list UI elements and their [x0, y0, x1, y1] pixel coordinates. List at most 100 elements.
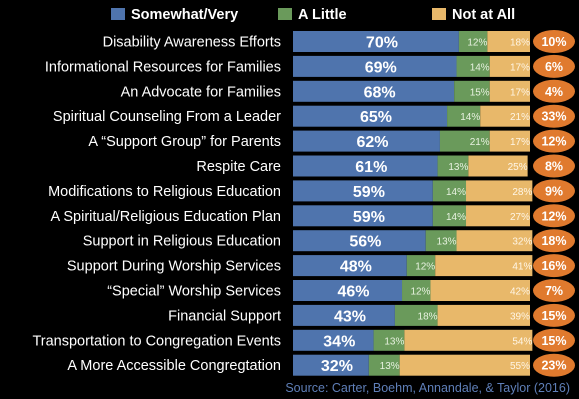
category-label: Disability Awareness Efforts — [103, 35, 281, 51]
data-label-secondary: 14% — [446, 212, 466, 223]
extra-value-label: 12% — [541, 209, 566, 223]
data-label-secondary: 12% — [410, 287, 430, 298]
extra-value-oval — [533, 303, 575, 327]
extra-value-label: 16% — [541, 259, 566, 273]
data-label-primary: 34% — [323, 333, 355, 350]
extra-value-oval — [533, 179, 575, 203]
data-label-secondary: 13% — [448, 162, 468, 173]
bar-segment-0 — [293, 230, 426, 252]
category-label: Transportation to Congregation Events — [32, 333, 281, 349]
bar-segment-0 — [293, 80, 455, 102]
bar-segment-2 — [489, 130, 530, 152]
data-label-secondary: 32% — [512, 237, 532, 248]
extra-value-label: 12% — [541, 135, 566, 149]
bar-segment-1 — [394, 304, 438, 326]
data-label-secondary: 28% — [512, 187, 532, 198]
bar-segment-1 — [373, 329, 405, 351]
bar-segment-0 — [293, 31, 459, 52]
data-label-secondary: 17% — [510, 62, 530, 73]
bar-segment-1 — [456, 55, 490, 77]
bar-segment-2 — [456, 230, 533, 252]
bar-segment-2 — [430, 280, 530, 301]
extra-value-label: 9% — [545, 184, 563, 198]
bar-segment-0 — [293, 205, 433, 227]
bar-segment-1 — [454, 80, 490, 102]
bar-segment-2 — [399, 354, 530, 376]
bar-segment-2 — [480, 105, 530, 127]
bar-segment-0 — [293, 280, 403, 301]
extra-value-oval — [533, 154, 575, 178]
legend-label-1: A Little — [298, 7, 347, 23]
extra-value-oval — [533, 204, 575, 228]
extra-value-label: 15% — [541, 309, 566, 323]
extra-value-oval — [533, 79, 575, 103]
data-label-primary: 69% — [365, 59, 397, 76]
bar-segment-1 — [437, 155, 469, 177]
category-label: A “Support Group” for Parents — [88, 134, 281, 150]
bar-segment-2 — [404, 329, 533, 351]
legend-swatch-1 — [278, 8, 292, 20]
bar-segment-1 — [402, 280, 431, 301]
data-label-primary: 43% — [334, 308, 366, 325]
bar-segment-1 — [406, 255, 436, 277]
data-label-primary: 68% — [364, 84, 396, 101]
data-label-secondary: 14% — [470, 62, 490, 73]
bar-segment-2 — [489, 55, 530, 77]
extra-value-oval — [533, 328, 575, 352]
data-label-secondary: 55% — [510, 361, 530, 372]
bar-segment-2 — [435, 255, 533, 277]
data-label-secondary: 12% — [415, 262, 435, 273]
bar-segment-1 — [439, 130, 490, 152]
bar-segment-0 — [293, 130, 440, 152]
data-label-primary: 70% — [366, 35, 398, 52]
extra-value-label: 4% — [545, 85, 563, 99]
data-label-secondary: 18% — [418, 311, 438, 322]
data-label-primary: 62% — [356, 134, 388, 151]
bar-segment-1 — [432, 205, 467, 227]
bar-segment-2 — [437, 304, 530, 326]
data-label-primary: 65% — [360, 109, 392, 126]
data-label-secondary: 25% — [508, 162, 528, 173]
bar-segment-2 — [468, 155, 528, 177]
data-label-secondary: 54% — [512, 336, 532, 347]
data-label-secondary: 13% — [380, 361, 400, 372]
data-label-primary: 61% — [355, 159, 387, 176]
bar-segment-0 — [293, 304, 395, 326]
extra-value-label: 6% — [545, 60, 563, 74]
data-label-secondary: 18% — [510, 38, 530, 49]
extra-value-label: 8% — [545, 160, 563, 174]
bar-segment-0 — [293, 329, 374, 351]
bar-segment-2 — [466, 180, 533, 202]
category-label: Support During Worship Services — [67, 259, 281, 275]
data-label-secondary: 14% — [446, 187, 466, 198]
extra-value-label: 15% — [541, 334, 566, 348]
extra-value-oval — [533, 54, 575, 78]
bar-segment-2 — [466, 205, 530, 227]
source-note: Source: Carter, Boehm, Annandale, & Tayl… — [285, 381, 570, 395]
data-label-secondary: 42% — [510, 287, 530, 298]
data-label-primary: 56% — [349, 234, 381, 251]
data-label-secondary: 21% — [470, 137, 490, 148]
category-label: Informational Resources for Families — [45, 59, 281, 75]
bar-segment-1 — [368, 354, 400, 376]
category-label: An Advocate for Families — [121, 84, 281, 100]
category-label: Financial Support — [168, 308, 281, 324]
bar-segment-0 — [293, 105, 448, 127]
data-label-primary: 48% — [340, 259, 372, 276]
legend-swatch-2 — [432, 8, 446, 20]
category-label: Modifications to Religious Education — [48, 184, 281, 200]
category-label: A Spiritual/Religious Education Plan — [50, 209, 281, 225]
extra-value-oval — [533, 104, 575, 128]
data-label-secondary: 13% — [384, 336, 404, 347]
data-label-primary: 59% — [353, 209, 385, 226]
legend-swatch-0 — [111, 8, 125, 20]
category-label: “Special” Worship Services — [107, 284, 281, 300]
data-label-secondary: 21% — [510, 112, 530, 123]
bar-segment-1 — [447, 105, 481, 127]
bar-segment-2 — [489, 80, 530, 102]
extra-value-oval — [533, 279, 575, 302]
data-label-secondary: 41% — [512, 262, 532, 273]
extra-value-label: 33% — [541, 110, 566, 124]
